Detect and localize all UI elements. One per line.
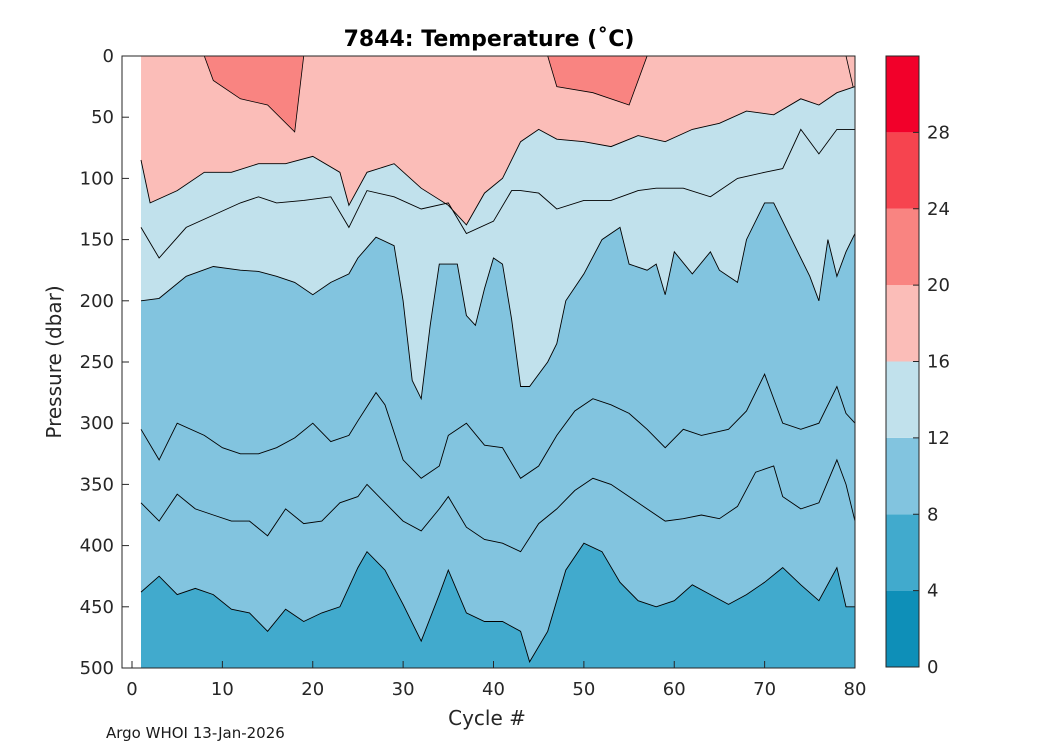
colorbar-band-0-4 <box>886 590 919 667</box>
colorbar-band-4-8 <box>886 514 919 591</box>
y-tick-label: 200 <box>80 291 114 312</box>
x-tick-label: 40 <box>482 679 505 700</box>
y-tick-label: 150 <box>80 230 114 251</box>
isotherm-10 <box>140 373 856 479</box>
y-axis-label: Pressure (dbar) <box>42 285 66 438</box>
colorbar-band-20-24 <box>886 208 919 286</box>
colorbar-tick-label: 0 <box>927 657 938 678</box>
y-tick-label: 500 <box>80 658 114 679</box>
x-tick-label: 50 <box>572 679 595 700</box>
footer-credit: Argo WHOI 13-Jan-2026 <box>106 724 285 742</box>
band-4-8 <box>141 56 855 668</box>
colorbar-tick-label: 24 <box>927 199 950 220</box>
colorbar-band-12-16 <box>886 361 919 438</box>
plot-area <box>121 55 856 669</box>
colorbar-tick-label: 16 <box>927 352 950 373</box>
x-tick-label: 80 <box>844 679 867 700</box>
colorbar-tick-label: 8 <box>927 504 938 525</box>
x-tick-label: 20 <box>301 679 324 700</box>
x-axis-label: Cycle # <box>448 706 526 730</box>
isotherm-6 <box>140 542 855 664</box>
isotherm-8 <box>140 458 856 553</box>
isotherm-16 <box>140 86 856 226</box>
colorbar-tick-label: 12 <box>927 428 950 449</box>
x-tick-label: 60 <box>663 679 686 700</box>
y-tick-label: 450 <box>80 597 114 618</box>
colorbar-band-16-20 <box>886 285 919 362</box>
band-8-12 <box>141 56 855 668</box>
y-axis: 0 50 100 150 200 250 300 350 400 450 500 <box>80 46 129 679</box>
chart-title: 7844: Temperature (˚C) <box>344 27 635 52</box>
colorbar-tick-label: 20 <box>927 275 950 296</box>
colorbar-band-24-28 <box>886 132 919 209</box>
x-tick-label: 10 <box>211 679 234 700</box>
x-tick-label: 0 <box>126 679 137 700</box>
y-tick-label: 100 <box>80 168 114 189</box>
colorbar-band-8-12 <box>886 437 919 515</box>
y-tick-label: 250 <box>80 352 114 373</box>
x-tick-label: 30 <box>392 679 415 700</box>
colorbar: 0 4 8 12 16 20 24 28 <box>885 55 950 678</box>
y-tick-label: 300 <box>80 413 114 434</box>
isotherm-12 <box>140 202 856 401</box>
x-tick-label: 70 <box>753 679 776 700</box>
x-axis: 0 10 20 30 40 50 60 70 80 <box>126 661 866 700</box>
y-tick-label: 350 <box>80 474 114 495</box>
y-tick-label: 50 <box>91 107 114 128</box>
colorbar-tick-label: 4 <box>927 581 938 602</box>
y-tick-label: 400 <box>80 536 114 557</box>
isotherm-14 <box>140 128 855 259</box>
colorbar-tick-label: 28 <box>927 122 950 143</box>
y-tick-label: 0 <box>103 46 114 67</box>
colorbar-band-28-32 <box>886 56 919 133</box>
